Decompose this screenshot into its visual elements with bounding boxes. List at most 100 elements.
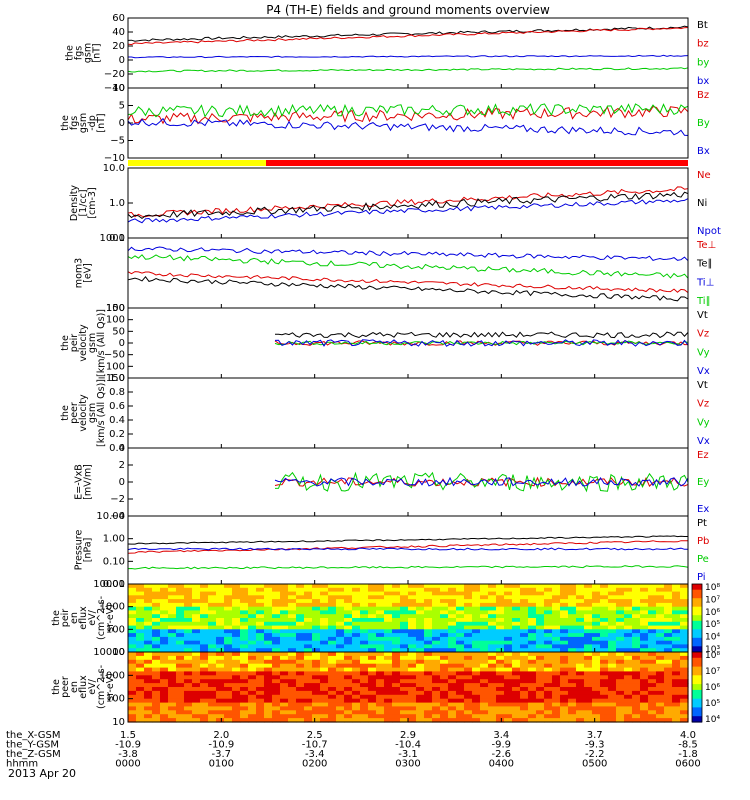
heatmap-cell [552, 636, 561, 642]
heatmap-cell [440, 675, 449, 680]
heatmap-cell [616, 663, 625, 669]
heatmap-cell [464, 714, 473, 719]
heatmap-cell [504, 714, 513, 719]
heatmap-cell [536, 644, 545, 649]
heatmap-cell [608, 595, 617, 600]
heatmap-cell [200, 714, 209, 719]
heatmap-cell [256, 648, 265, 653]
heatmap-cell [664, 618, 673, 623]
heatmap-cell [368, 599, 377, 604]
heatmap-cell [208, 648, 217, 653]
heatmap-cell [144, 587, 153, 593]
heatmap-cell [520, 618, 529, 623]
heatmap-cell [432, 698, 441, 704]
heatmap-cell [552, 618, 561, 623]
heatmap-cell [656, 599, 665, 604]
heatmap-cell [512, 655, 521, 661]
heatmap-cell [600, 683, 609, 688]
heatmap-cell [664, 614, 673, 619]
heatmap-cell [528, 648, 537, 653]
heatmap-cell [480, 618, 489, 623]
heatmap-cell [384, 636, 393, 642]
heatmap-cell [176, 652, 185, 657]
heatmap-cell [544, 710, 553, 715]
heatmap-cell [208, 690, 217, 696]
heatmap-cell [672, 683, 681, 688]
heatmap-cell [248, 595, 257, 600]
heatmap-cell [552, 606, 561, 612]
heatmap-cell [392, 671, 401, 676]
heatmap-cell [304, 625, 313, 630]
heatmap-cell [664, 599, 673, 604]
heatmap-cell [464, 644, 473, 649]
heatmap-cell [280, 659, 289, 665]
heatmap-cell [432, 652, 441, 657]
heatmap-cell [504, 652, 513, 657]
heatmap-cell [344, 599, 353, 604]
heatmap-cell [528, 595, 537, 600]
heatmap-cell [232, 606, 241, 612]
heatmap-cell [400, 675, 409, 680]
heatmap-cell [176, 690, 185, 696]
heatmap-cell [344, 625, 353, 630]
heatmap-cell [256, 636, 265, 642]
heatmap-cell [304, 595, 313, 600]
heatmap-cell [480, 667, 489, 673]
heatmap-cell [256, 675, 265, 680]
heatmap-cell [480, 679, 489, 684]
heatmap-cell [568, 602, 577, 608]
heatmap-cell [480, 625, 489, 630]
heatmap-cell [296, 644, 305, 649]
legend-label: Ti⊥ [696, 277, 714, 288]
heatmap-cell [184, 679, 193, 684]
heatmap-cell [352, 663, 361, 669]
heatmap-cell [176, 706, 185, 711]
heatmap-cell [512, 625, 521, 630]
heatmap-cell [352, 710, 361, 715]
heatmap-cell [168, 618, 177, 623]
heatmap-cell [264, 621, 273, 627]
heatmap-cell [376, 633, 385, 638]
heatmap-cell [304, 610, 313, 615]
heatmap-cell [552, 663, 561, 669]
heatmap-cell [168, 640, 177, 646]
heatmap-cell [184, 591, 193, 596]
heatmap-cell [152, 652, 161, 657]
heatmap-cell [496, 687, 505, 692]
heatmap-cell [632, 587, 641, 593]
orbit-value: 0000 [115, 759, 140, 770]
heatmap-cell [240, 659, 249, 665]
heatmap-cell [672, 602, 681, 608]
series-line-p8 [127, 535, 688, 545]
heatmap-cell [504, 610, 513, 615]
heatmap-cell [488, 636, 497, 642]
heatmap-cell [336, 655, 345, 661]
heatmap-cell [144, 683, 153, 688]
heatmap-cell [384, 644, 393, 649]
heatmap-cell [200, 655, 209, 661]
heatmap-cell [520, 629, 529, 634]
y-tick-label: 0.01 [103, 579, 125, 590]
heatmap-cell [320, 718, 329, 723]
orbit-value: 3.7 [587, 730, 603, 741]
heatmap-cell [336, 587, 345, 593]
heatmap-cell [424, 610, 433, 615]
heatmap-cell [496, 633, 505, 638]
heatmap-cell [608, 629, 617, 634]
heatmap-cell [416, 648, 425, 653]
heatmap-cell [568, 599, 577, 604]
heatmap-cell [544, 610, 553, 615]
heatmap-cell [168, 690, 177, 696]
heatmap-cell [200, 618, 209, 623]
heatmap-cell [600, 648, 609, 653]
heatmap-cell [408, 655, 417, 661]
heatmap-cell [152, 718, 161, 723]
heatmap-cell [192, 595, 201, 600]
heatmap-cell [432, 655, 441, 661]
heatmap-cell [488, 648, 497, 653]
heatmap-cell [296, 714, 305, 719]
heatmap-cell [336, 718, 345, 723]
colorbar-tick-label: 10⁶ [705, 683, 720, 693]
heatmap-cell [624, 602, 633, 608]
heatmap-cell [408, 584, 417, 589]
